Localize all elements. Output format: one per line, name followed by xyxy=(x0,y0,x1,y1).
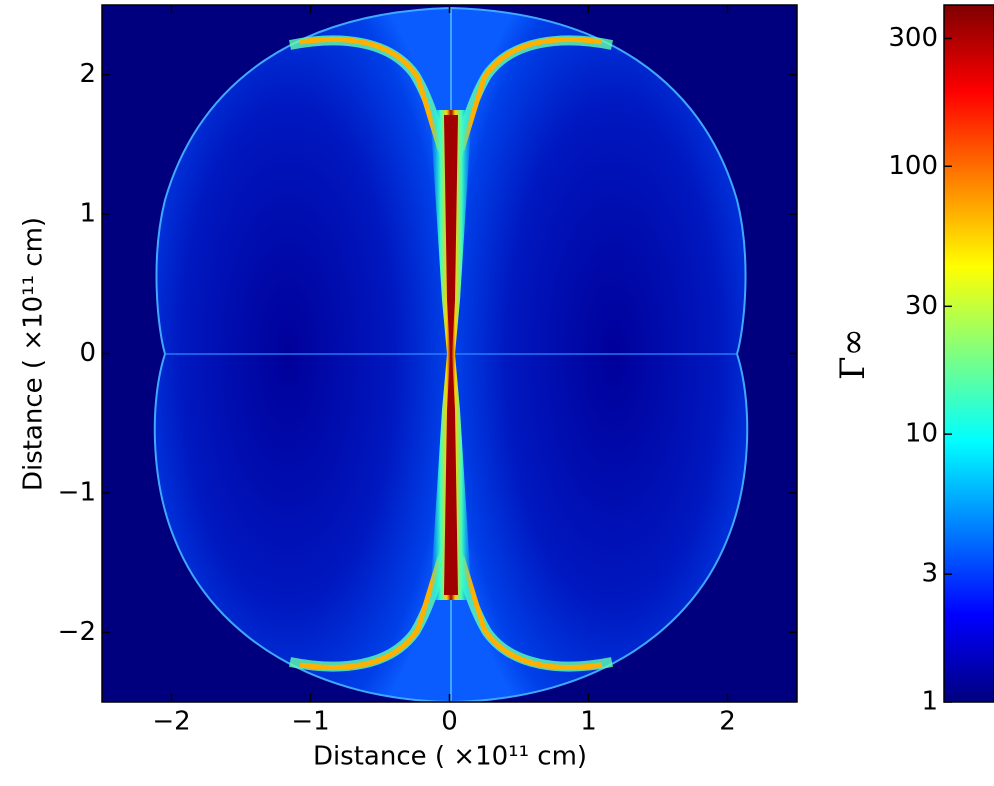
y-tick-label: −2 xyxy=(58,617,96,647)
y-tick-label: 1 xyxy=(79,199,96,229)
heatmap-image xyxy=(102,5,797,702)
colorbar-tick-label: 300 xyxy=(888,23,938,53)
colorbar-tick-label: 3 xyxy=(921,559,938,589)
y-tick-label: 2 xyxy=(79,59,96,89)
x-tick-label: 2 xyxy=(719,707,736,737)
colorbar-tick-label: 30 xyxy=(905,291,938,321)
x-axis-label: Distance ( ×10¹¹ cm) xyxy=(313,742,587,772)
colorbar xyxy=(943,4,994,703)
x-tick-label: −2 xyxy=(152,707,190,737)
x-tick-label: 1 xyxy=(580,707,597,737)
y-tick-label: 0 xyxy=(79,338,96,368)
colorbar-tick-label: 10 xyxy=(905,419,938,449)
x-tick-label: 0 xyxy=(441,707,458,737)
colorbar-tick-label: 100 xyxy=(888,151,938,181)
y-tick-label: −1 xyxy=(58,477,96,507)
colorbar-tick-label: 1 xyxy=(921,687,938,717)
y-axis-label: Distance ( ×10¹¹ cm) xyxy=(19,217,49,491)
x-tick-label: −1 xyxy=(291,707,329,737)
colorbar-label: Γ∞ xyxy=(833,328,873,380)
